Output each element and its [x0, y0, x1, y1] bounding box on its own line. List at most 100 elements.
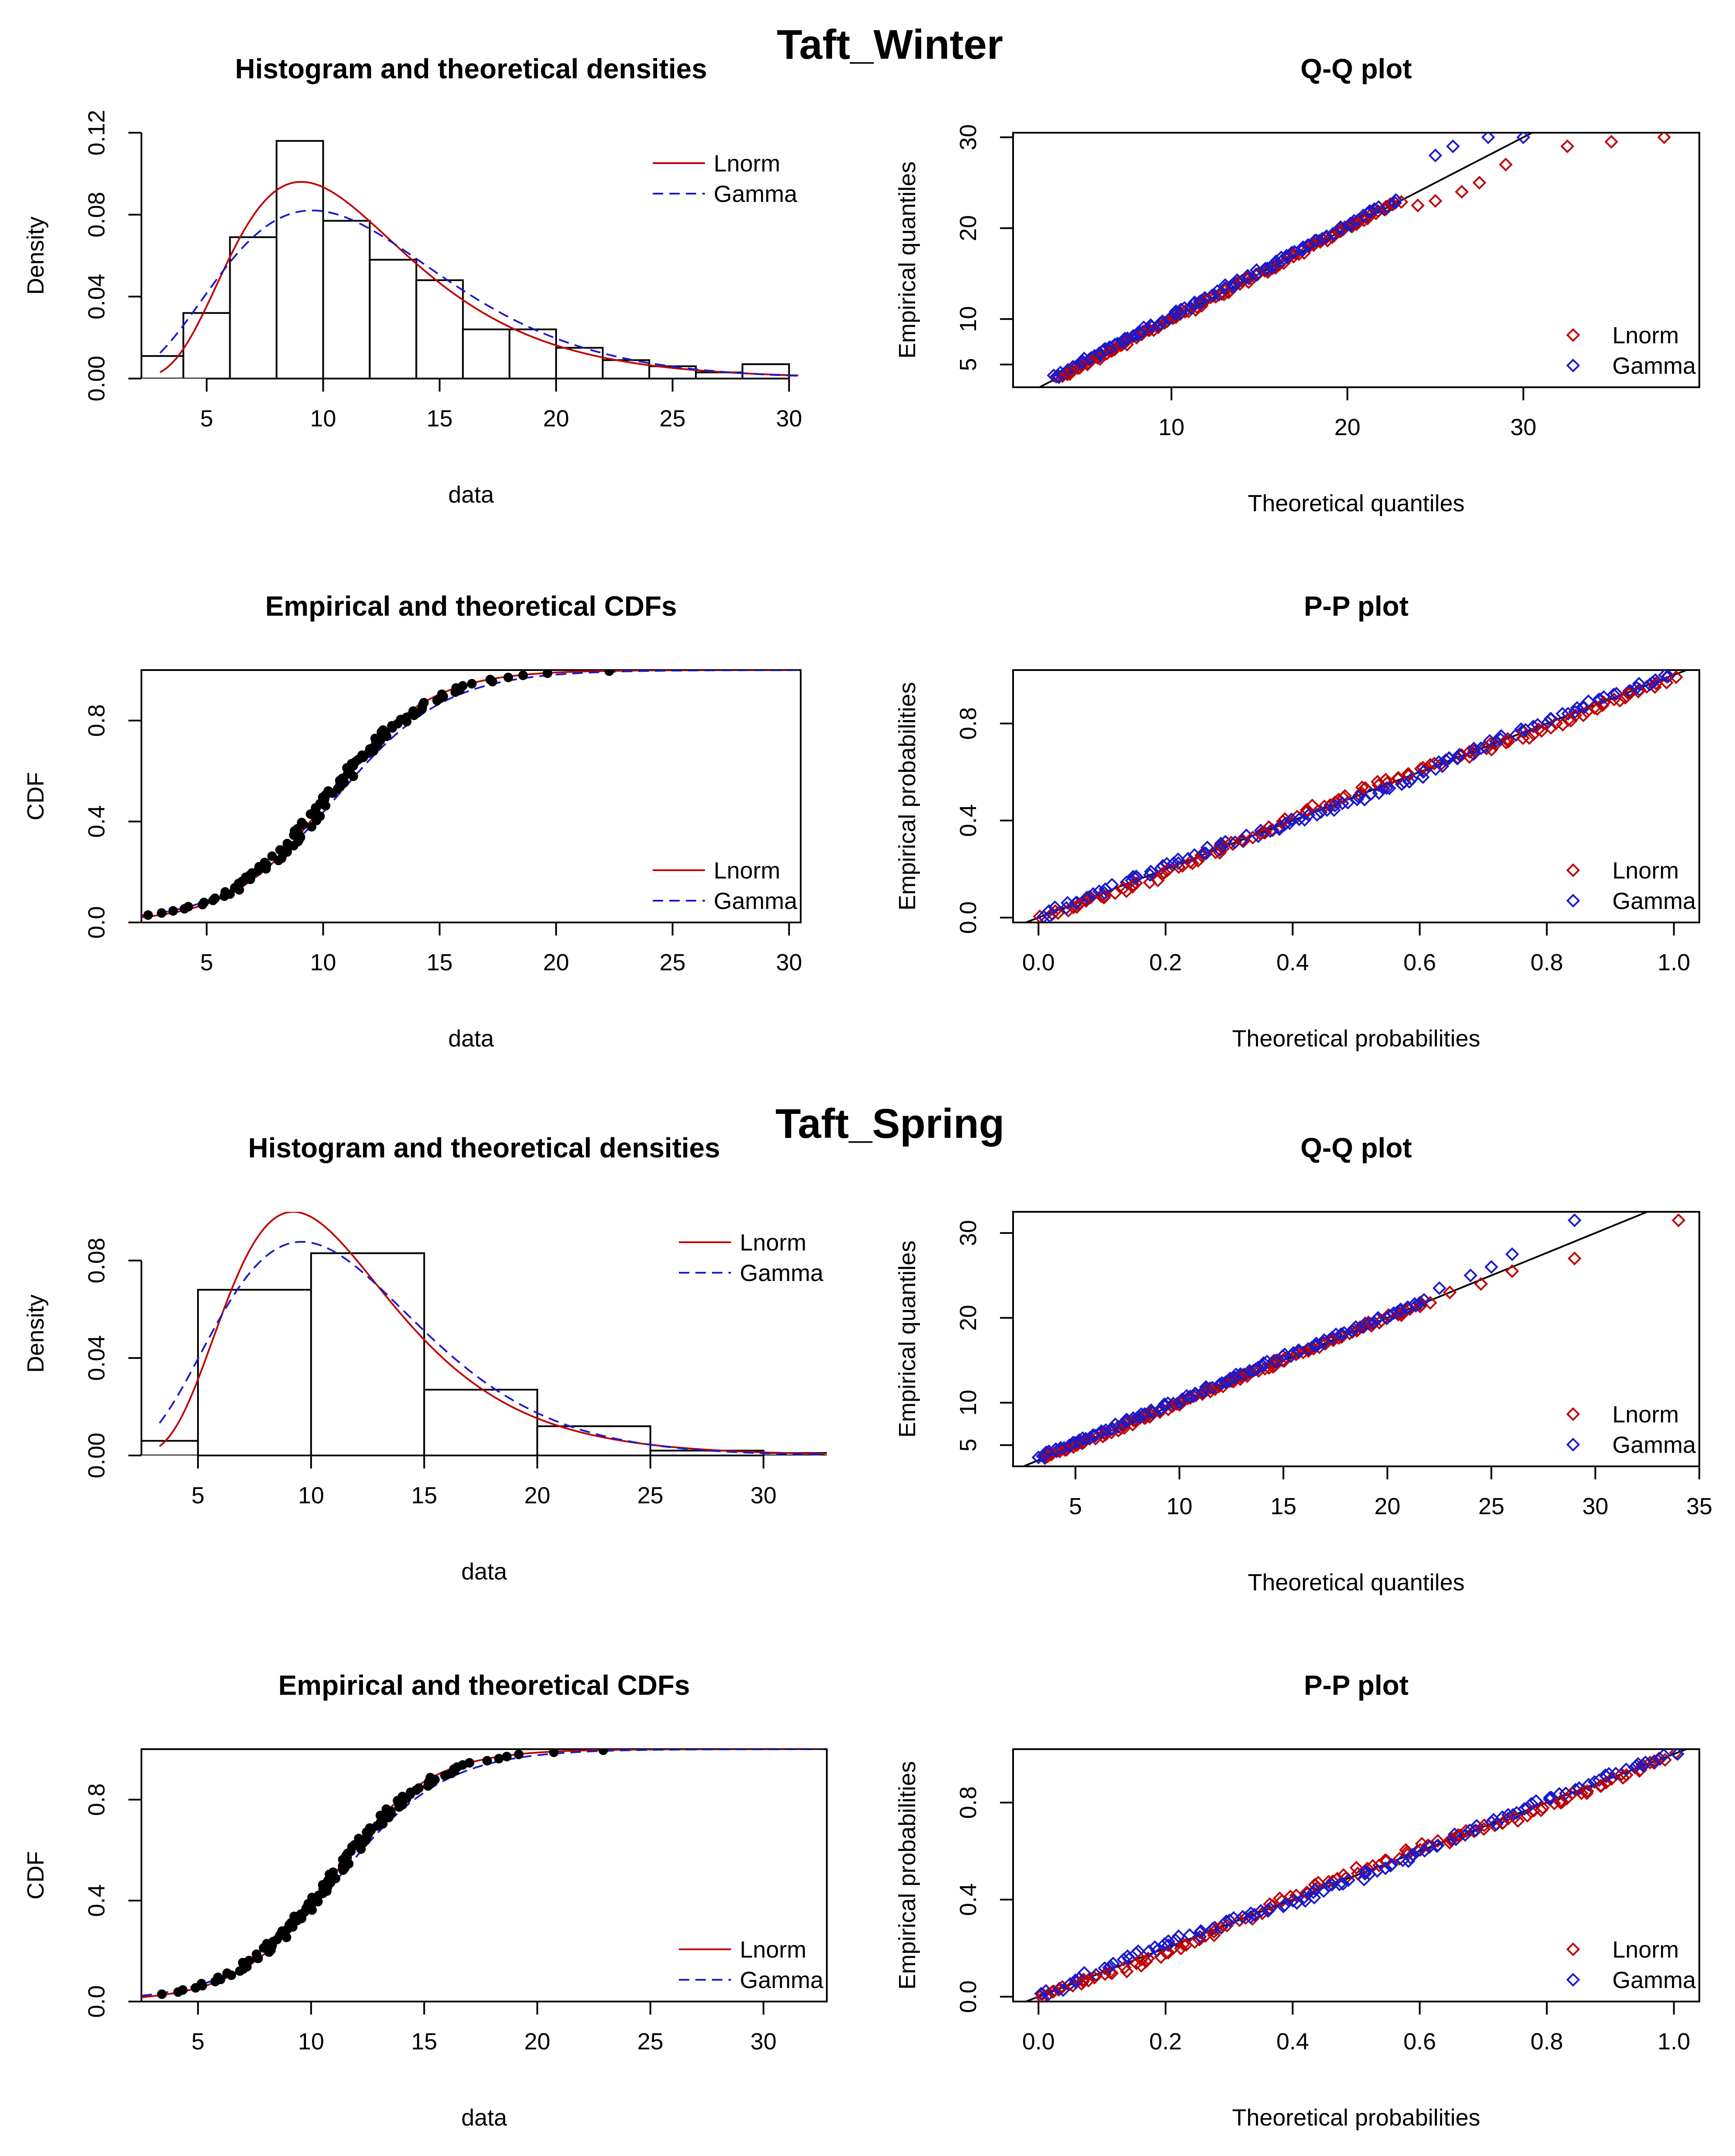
spring-pp-gamma-point [1417, 1844, 1432, 1858]
spring-qq-gamma-point [1505, 1247, 1519, 1261]
winter-cdf-xtick-label: 10 [310, 949, 336, 976]
spring-qq-gamma-point [1257, 1356, 1271, 1370]
spring-pp-gamma-point [1671, 1749, 1685, 1761]
winter-qq-legend: Lnorm Gamma [1566, 322, 1696, 379]
winter-pp-lnorm-point [1484, 742, 1499, 757]
winter-cdf-ecdf-point [157, 908, 167, 918]
winter-qq-plot-area [1037, 133, 1671, 387]
spring-cdf-title: Empirical and theoretical CDFs [278, 1670, 690, 1701]
winter-pp-gamma-point [1048, 900, 1062, 915]
spring-pp-lnorm-point [1134, 1958, 1148, 1973]
spring-pp-gamma-point [1572, 1781, 1586, 1795]
spring-pp-lnorm-point [1349, 1861, 1363, 1875]
winter-qq-lnorm-point [1394, 195, 1409, 209]
winter-pp-gamma-point [1328, 798, 1342, 813]
winter-qq-lnorm-point [1472, 176, 1487, 190]
spring-qq-gamma-point [1390, 1305, 1404, 1319]
winter-pp-lnorm-point [1338, 789, 1352, 803]
spring-pp-legend: Lnorm Gamma [1566, 1937, 1696, 1993]
winter-cdf-ecdf-point [419, 697, 429, 707]
spring-qq-xtick-label: 30 [1582, 1493, 1608, 1519]
winter-cdf-ecdf-point [402, 712, 412, 722]
spring-qq-xtick-label: 35 [1686, 1493, 1712, 1519]
winter-qq-gamma-point [1309, 233, 1323, 248]
spring-pp-lnorm-point [1619, 1768, 1634, 1782]
winter-qq-lnorm-point [1215, 287, 1229, 301]
spring-cdf-ytick-label: 0.0 [84, 1985, 110, 2018]
spring-pp-xlabel: Theoretical probabilities [1232, 2105, 1480, 2131]
spring-cdf-ecdf-point [222, 1968, 232, 1978]
winter-qq-legend-label-gamma: Gamma [1612, 353, 1696, 379]
spring-qq-gamma-point [1567, 1213, 1582, 1227]
spring-hist-legend: Lnorm Gamma [679, 1230, 824, 1286]
spring-qq-gamma-point [1417, 1293, 1431, 1307]
winter-cdf-ecdf-point [378, 725, 388, 735]
winter-qq-gamma-point [1296, 241, 1310, 256]
spring-qq-lnorm-point [1443, 1285, 1457, 1300]
spring-pp-lnorm-point [1574, 1786, 1589, 1800]
spring-pp-xtick-label: 0.6 [1403, 2029, 1436, 2055]
winter-hist-bar [462, 329, 510, 379]
winter-cdf-ecdf-point [485, 674, 495, 684]
winter-cdf-legend-label-gamma: Gamma [714, 888, 798, 914]
winter-cdf-ecdf-point [604, 670, 614, 676]
winter-pp-lnorm-point [1171, 860, 1186, 874]
spring-pp-gamma-point [1358, 1867, 1372, 1881]
spring-pp-gamma-point [1297, 1890, 1311, 1905]
spring-cdf-ecdf-point [178, 1985, 188, 1995]
spring-hist-xtick-label: 30 [750, 1482, 776, 1509]
spring-qq-gamma-point [1408, 1297, 1422, 1311]
spring-pp-gamma-point [1406, 1848, 1420, 1862]
winter-pp-lnorm-point [1262, 820, 1276, 834]
spring-cdf-ylabel: CDF [23, 1851, 49, 1900]
spring-pp-gamma-point [1403, 1851, 1418, 1865]
winter-hist-xtick-label: 15 [426, 406, 453, 432]
spring-pp-gamma-point [1171, 1929, 1186, 1943]
winter-hist-bar [601, 359, 651, 379]
spring-pp-lnorm-point [1120, 1965, 1134, 1978]
winter-pp-gamma-point [1467, 747, 1481, 761]
spring-pp-lnorm-point [1647, 1756, 1661, 1770]
spring-pp-lnorm-point [1431, 1834, 1445, 1848]
spring-pp-gamma-point [1636, 1759, 1651, 1773]
winter-pp-gamma-point [1530, 718, 1545, 732]
spring-pp-lnorm-point [1599, 1775, 1613, 1790]
spring-pp-legend-swatch-lnorm [1566, 1942, 1580, 1956]
winter-pp-lnorm-point [1501, 734, 1515, 749]
spring-cdf-ecdf-point [354, 1834, 364, 1844]
winter-pp-gamma-point [1379, 781, 1394, 795]
winter-hist-ytick-label: 0.12 [84, 110, 110, 155]
winter-cdf-ecdf-point [467, 679, 477, 689]
spring-cdf-ecdf-point [397, 1791, 407, 1801]
winter-pp-xtick-label: 0.2 [1149, 949, 1182, 976]
spring-pp-xtick-label: 0.0 [1022, 2029, 1055, 2055]
winter-qq-legend-swatch-lnorm [1566, 328, 1580, 342]
winter-cdf-ecdf-point [267, 851, 277, 861]
spring-pp-lnorm-point [1308, 1878, 1322, 1892]
spring-cdf-frame [141, 1748, 828, 2002]
winter-pp-legend: Lnorm Gamma [1566, 858, 1696, 914]
winter-hist-xlabel: data [448, 482, 494, 508]
spring-cdf-ecdf-point [502, 1751, 512, 1761]
spring-pp-lnorm-point [1232, 1913, 1247, 1927]
spring-hist-plot-area [141, 1212, 827, 1455]
spring-pp-gamma-point [1378, 1861, 1393, 1875]
winter-pp-ytick-label: 0.4 [955, 804, 981, 837]
winter-pp-gamma-point [1544, 712, 1558, 726]
winter-pp-legend-label-gamma: Gamma [1612, 888, 1696, 914]
winter-cdf-ecdf-point [260, 858, 270, 868]
spring-pp-gamma-point [1342, 1873, 1356, 1887]
winter-qq-gamma-point [1269, 254, 1283, 268]
winter-pp-ytick-label: 0.0 [955, 901, 981, 934]
spring-pp-gamma-point [1117, 1952, 1131, 1967]
winter-pp-ylabel: Empirical probabilities [894, 682, 920, 910]
spring-hist-xlabel: data [461, 1559, 507, 1585]
winter-pp-lnorm-point [1564, 714, 1578, 728]
spring-pp-gamma-point [1552, 1787, 1566, 1801]
winter-pp-lnorm-point [1235, 833, 1249, 847]
winter-cdf-legend: Lnorm Gamma [653, 858, 798, 914]
spring-hist-ytick-label: 0.08 [84, 1237, 110, 1283]
spring-cdf-ecdf-point [381, 1804, 391, 1814]
winter-cdf-title: Empirical and theoretical CDFs [265, 590, 677, 622]
spring-pp-gamma-point [1490, 1817, 1503, 1831]
